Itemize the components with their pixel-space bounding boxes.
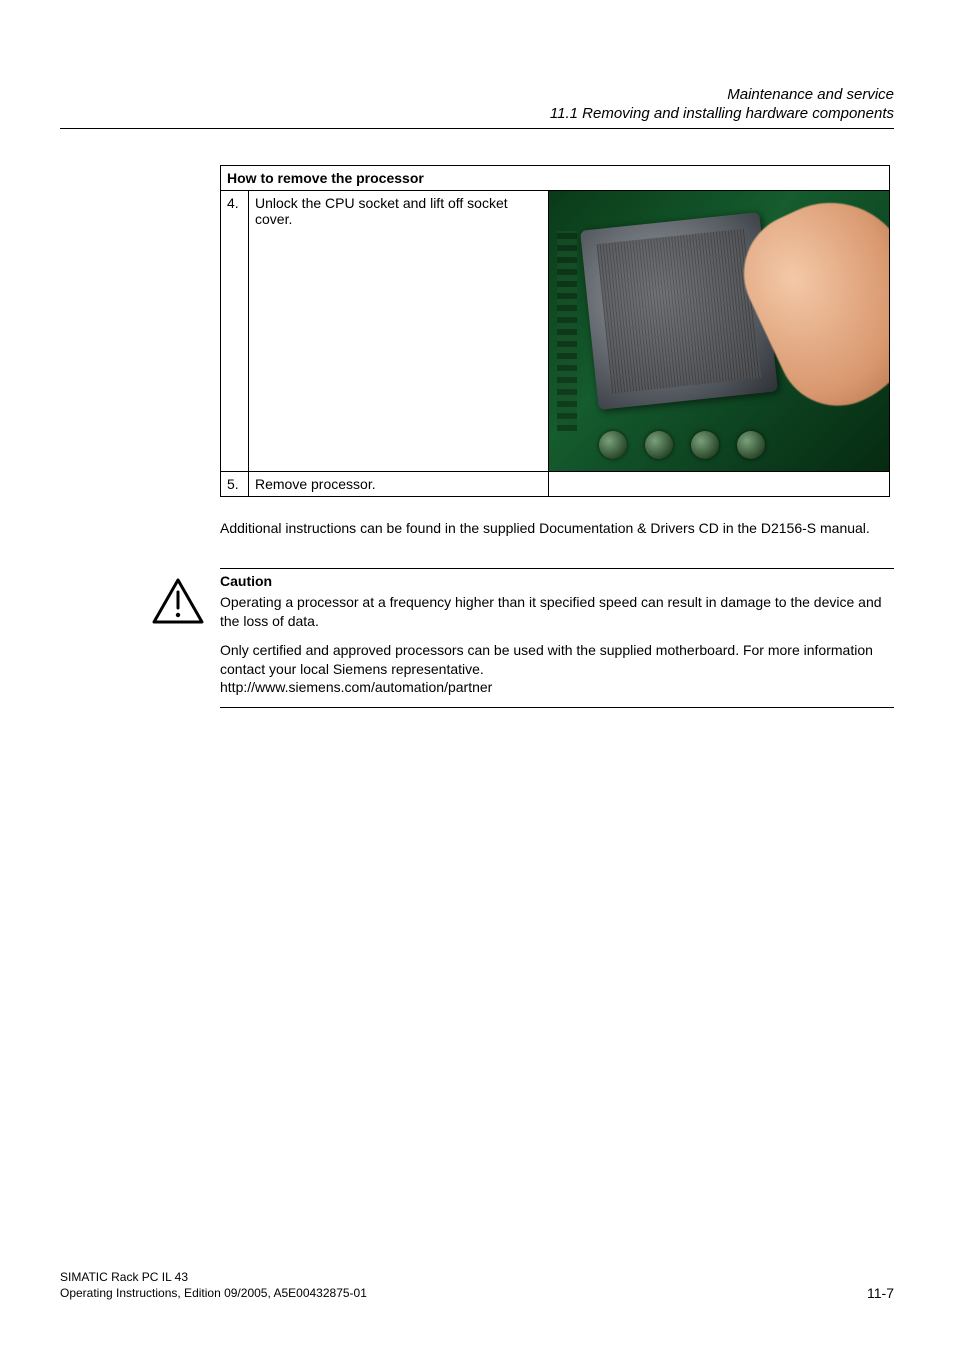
empty-cell — [549, 472, 890, 497]
table-row: 5. Remove processor. — [221, 472, 890, 497]
footer-edition: Operating Instructions, Edition 09/2005,… — [60, 1285, 367, 1301]
caution-heading: Caution — [220, 573, 894, 589]
caution-bottom-rule — [220, 707, 894, 708]
capacitor-icon — [737, 431, 765, 459]
step-text: Unlock the CPU socket and lift off socke… — [249, 191, 549, 472]
caution-block: Caution Operating a processor at a frequ… — [152, 568, 894, 708]
footer-left: SIMATIC Rack PC IL 43 Operating Instruct… — [60, 1269, 367, 1301]
page-footer: SIMATIC Rack PC IL 43 Operating Instruct… — [60, 1269, 894, 1301]
caution-link[interactable]: http://www.siemens.com/automation/partne… — [220, 679, 492, 695]
caution-icon — [152, 578, 204, 627]
cpu-socket-photo — [549, 191, 889, 471]
capacitor-icon — [599, 431, 627, 459]
caution-paragraph-2: Only certified and approved processors c… — [220, 641, 894, 698]
step-text: Remove processor. — [249, 472, 549, 497]
header-title: Maintenance and service — [60, 86, 894, 103]
caution-top-rule — [220, 568, 894, 569]
step-number: 4. — [221, 191, 249, 472]
step-image-cell — [549, 191, 890, 472]
table-caption: How to remove the processor — [221, 166, 890, 191]
header-rule — [60, 128, 894, 129]
step-number: 5. — [221, 472, 249, 497]
capacitor-icon — [645, 431, 673, 459]
footer-product: SIMATIC Rack PC IL 43 — [60, 1269, 367, 1285]
body-paragraph: Additional instructions can be found in … — [220, 519, 894, 538]
header-subtitle: 11.1 Removing and installing hardware co… — [60, 105, 894, 122]
table-row: 4. Unlock the CPU socket and lift off so… — [221, 191, 890, 472]
capacitor-icon — [691, 431, 719, 459]
page-header: Maintenance and service 11.1 Removing an… — [60, 86, 894, 122]
procedure-table: How to remove the processor 4. Unlock th… — [220, 165, 890, 497]
footer-page-number: 11-7 — [867, 1285, 894, 1301]
capacitor-row — [599, 431, 765, 459]
caution-text-2: Only certified and approved processors c… — [220, 642, 873, 677]
cpu-socket-shape — [580, 212, 778, 410]
caution-paragraph-1: Operating a processor at a frequency hig… — [220, 593, 894, 631]
content-area: How to remove the processor 4. Unlock th… — [220, 165, 894, 708]
pcb-edge — [557, 231, 577, 431]
